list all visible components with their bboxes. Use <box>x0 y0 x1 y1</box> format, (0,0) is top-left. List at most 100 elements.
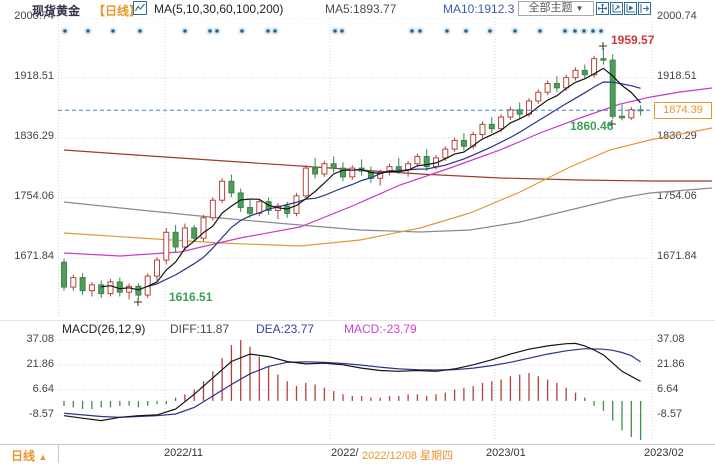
event-dot-icon[interactable] <box>410 29 414 33</box>
candle <box>172 231 179 248</box>
candle <box>228 180 235 194</box>
dea-line <box>63 348 641 418</box>
event-dot-icon[interactable] <box>563 29 567 33</box>
price-tick-label: 2000.74 <box>14 10 54 22</box>
candle <box>209 199 216 219</box>
candle <box>321 163 328 175</box>
ma-line-MA100 <box>63 187 712 233</box>
event-dot-icon[interactable] <box>591 29 595 33</box>
event-dot-icon[interactable] <box>208 29 212 33</box>
macd-tick-label: 6.64 <box>657 383 679 395</box>
candle <box>563 77 570 89</box>
event-dot-icon[interactable] <box>464 29 468 33</box>
fit-axis-button[interactable] <box>610 2 623 15</box>
chevron-up-icon: ▲ <box>38 452 48 462</box>
ma-settings-label[interactable]: MA(5,10,30,60,100,200) <box>154 2 284 16</box>
low-price-annotation: 1616.51 <box>169 290 213 304</box>
candle <box>544 82 551 93</box>
price-tick-label: 1918.51 <box>14 70 54 82</box>
macd-tick-label: 6.64 <box>32 383 54 395</box>
macd-value: MACD:-23.79 <box>344 322 417 336</box>
candle <box>116 281 123 293</box>
crosshair-date-label: 2022/12/08 星期四 <box>362 447 454 463</box>
theme-dropdown-label: 全部主题 <box>528 2 573 14</box>
period-toggle-label: 日线 <box>11 449 36 463</box>
macd-chart-svg[interactable] <box>58 336 712 442</box>
candle <box>460 139 467 147</box>
candle <box>191 227 198 239</box>
axis-zoom-icon <box>612 4 621 13</box>
crosshair-move-button[interactable] <box>596 2 609 15</box>
price-tick-label: 1671.84 <box>14 250 54 262</box>
axis-corner-divider <box>58 444 59 463</box>
event-dot-icon[interactable] <box>582 29 586 33</box>
event-dot-icon[interactable] <box>266 29 270 33</box>
event-dot-icon[interactable] <box>86 29 90 33</box>
event-dot-icon[interactable] <box>215 29 219 33</box>
period-label: 【日线】 <box>93 4 142 18</box>
extreme-plus-marker <box>608 120 616 128</box>
candle <box>163 231 170 261</box>
candle <box>395 166 402 171</box>
candle <box>302 167 309 197</box>
event-dot-icon[interactable] <box>599 29 603 33</box>
event-dot-icon[interactable] <box>513 29 517 33</box>
event-dot-icon[interactable] <box>573 29 577 33</box>
price-tick-label: 2000.74 <box>657 10 697 22</box>
price-tick-label: 1671.84 <box>657 250 697 262</box>
last-price-box: 1874.39 <box>654 102 712 119</box>
play-forward-button[interactable] <box>624 2 637 15</box>
candle <box>312 167 319 175</box>
candle <box>61 261 67 288</box>
ma-line-MA30 <box>63 87 712 257</box>
candle <box>107 281 114 295</box>
event-dot-icon[interactable] <box>445 29 449 33</box>
event-dot-icon[interactable] <box>488 29 492 33</box>
macd-title[interactable]: MACD(26,12,9) <box>62 322 146 336</box>
candle <box>88 284 95 292</box>
price-tick-label: 1836.29 <box>14 130 54 142</box>
macd-tick-label: 37.08 <box>26 333 54 345</box>
symbol-name: 现货黄金 <box>32 4 81 18</box>
candle <box>154 259 160 277</box>
pan-right-button[interactable] <box>638 2 651 15</box>
theme-dropdown[interactable]: 全部主题 ▼ <box>518 1 594 16</box>
candle <box>581 69 588 76</box>
macd-tick-label: 21.86 <box>657 358 685 370</box>
candle <box>349 167 356 178</box>
event-dot-icon[interactable] <box>538 29 542 33</box>
x-axis-label: 2023/02 <box>644 447 684 459</box>
event-dot-icon[interactable] <box>138 29 142 33</box>
candle <box>609 59 616 117</box>
x-axis-label: 2022/ <box>331 447 359 459</box>
candle <box>442 148 449 159</box>
event-dot-icon[interactable] <box>273 29 277 33</box>
event-dot-icon[interactable] <box>418 29 422 33</box>
candle <box>488 123 495 130</box>
macd-dea-value: DEA:23.77 <box>256 322 315 336</box>
period-toggle[interactable]: 日线 ▲ <box>11 447 47 464</box>
macd-tick-label: 37.08 <box>657 333 685 345</box>
event-dot-icon[interactable] <box>63 29 67 33</box>
candle <box>423 155 430 168</box>
candle <box>200 217 207 239</box>
event-dot-icon[interactable] <box>111 29 115 33</box>
macd-tick-label: -8.57 <box>28 408 54 420</box>
candle <box>98 284 105 295</box>
candle <box>79 277 86 292</box>
price-tick-label: 1918.51 <box>657 70 697 82</box>
event-dot-icon[interactable] <box>340 29 344 33</box>
candle <box>330 163 337 169</box>
event-dot-icon[interactable] <box>240 29 244 33</box>
candle <box>126 285 133 293</box>
candle <box>498 116 505 130</box>
extreme-plus-marker <box>134 298 142 306</box>
ma10-value: MA10:1912.3 <box>443 2 515 16</box>
high-price-annotation: 1959.57 <box>611 33 655 47</box>
candle <box>405 163 412 171</box>
pane-divider <box>0 320 715 321</box>
main-chart-svg[interactable] <box>58 18 712 320</box>
ma-line-MA5 <box>101 67 642 291</box>
event-dot-icon[interactable] <box>333 29 337 33</box>
event-dot-icon[interactable] <box>183 29 187 33</box>
